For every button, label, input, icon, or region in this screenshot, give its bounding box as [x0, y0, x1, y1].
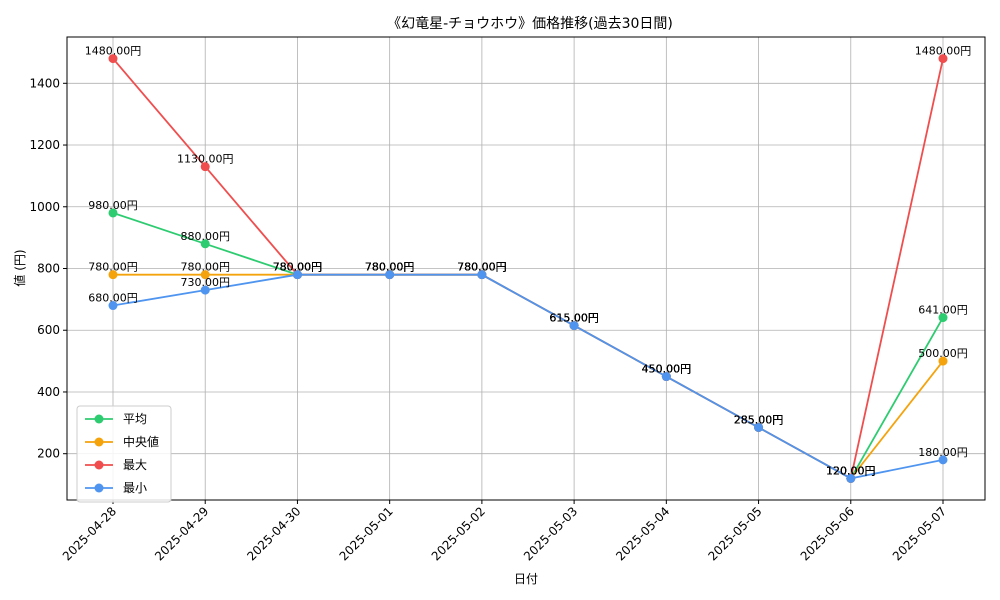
data-point	[200, 162, 210, 172]
data-point	[200, 270, 210, 280]
legend-label: 最小	[123, 481, 147, 495]
data-label: 780.00円	[273, 261, 323, 274]
x-tick-label: 2025-05-01	[337, 504, 396, 563]
y-tick-label: 800	[37, 262, 60, 276]
data-point	[108, 301, 118, 311]
data-label: 680.00円	[88, 292, 138, 305]
legend-marker	[94, 483, 104, 493]
legend-label: 平均	[123, 412, 147, 426]
data-point	[846, 473, 856, 483]
data-label: 780.00円	[457, 261, 507, 274]
data-label: 615.00円	[549, 312, 599, 325]
x-tick-label: 2025-05-05	[705, 504, 764, 563]
data-label: 780.00円	[457, 261, 507, 274]
data-label: 780.00円	[365, 261, 415, 274]
data-point	[385, 270, 395, 280]
data-point	[569, 321, 579, 331]
series-中央値	[108, 270, 948, 483]
data-label: 285.00円	[734, 413, 784, 426]
data-point	[200, 285, 210, 295]
legend-marker	[94, 414, 104, 424]
x-tick-label: 2025-04-29	[152, 504, 211, 563]
series-line	[113, 273, 944, 480]
chart-title: 《幻竜星-チョウホウ》価格推移(過去30日間)	[387, 15, 673, 32]
data-point	[754, 422, 764, 432]
data-label: 780.00円	[365, 261, 415, 274]
data-point	[938, 54, 948, 64]
data-label: 780.00円	[457, 261, 507, 274]
data-label: 285.00円	[734, 413, 784, 426]
data-point	[108, 54, 118, 64]
data-label: 780.00円	[365, 261, 415, 274]
data-point	[938, 356, 948, 366]
y-tick-label: 1200	[29, 138, 60, 152]
series-最小	[108, 270, 948, 483]
data-point	[108, 270, 118, 280]
data-label: 1480.00円	[915, 45, 972, 58]
data-label: 780.00円	[273, 261, 323, 274]
data-point	[108, 208, 118, 218]
grid	[67, 37, 985, 500]
x-tick-label: 2025-04-30	[244, 504, 303, 563]
y-tick-label: 200	[37, 447, 60, 461]
legend-box	[76, 405, 172, 503]
y-tick-label: 1000	[29, 200, 60, 214]
legend-label: 中央値	[123, 434, 159, 449]
legend-label: 最大	[123, 458, 147, 472]
y-axis-label: 値 (円)	[12, 249, 27, 286]
data-label: 120.00円	[826, 464, 876, 477]
data-labels: 980.00円 880.00円 780.00円 780.00円 780.00円 615.0…	[85, 45, 972, 478]
data-label: 615.00円	[549, 312, 599, 325]
y-tick-label: 400	[37, 385, 60, 399]
y-tick-label: 1400	[29, 76, 60, 90]
x-tick-label: 2025-04-28	[60, 504, 119, 563]
data-point	[938, 455, 948, 465]
data-label: 120.00円	[826, 464, 876, 477]
data-label: 780.00円	[365, 261, 415, 274]
data-label: 1130.00円	[177, 153, 234, 166]
series-line	[112, 273, 944, 480]
data-label: 500.00円	[918, 347, 968, 360]
data-point	[661, 372, 671, 382]
x-tick-label: 2025-05-03	[521, 504, 580, 563]
data-label: 780.00円	[457, 261, 507, 274]
data-label: 120.00円	[826, 464, 876, 477]
data-label: 880.00円	[180, 230, 230, 243]
y-tick-label: 600	[37, 323, 60, 337]
data-label: 450.00円	[642, 363, 692, 376]
data-label: 615.00円	[549, 312, 599, 325]
data-label: 780.00円	[180, 261, 230, 274]
data-point	[477, 270, 487, 280]
data-label: 285.00円	[734, 413, 784, 426]
data-label: 615.00円	[549, 312, 599, 325]
data-label: 450.00円	[642, 363, 692, 376]
series-平均	[108, 208, 948, 483]
data-point	[938, 313, 948, 323]
legend-marker	[94, 460, 104, 470]
data-label: 780.00円	[273, 261, 323, 274]
series-layer	[108, 54, 948, 483]
data-point	[292, 270, 302, 280]
x-tick-label: 2025-05-07	[890, 504, 949, 563]
series-line	[112, 212, 944, 480]
data-point	[200, 239, 210, 249]
x-tick-label: 2025-05-04	[613, 504, 672, 563]
data-label: 641.00円	[918, 304, 968, 317]
data-label: 1480.00円	[85, 45, 142, 58]
data-label: 180.00円	[918, 446, 968, 459]
data-label: 120.00円	[826, 464, 876, 477]
data-label: 980.00円	[88, 199, 138, 212]
x-tick-label: 2025-05-06	[798, 504, 857, 563]
data-label: 730.00円	[180, 276, 230, 289]
data-label: 450.00円	[642, 363, 692, 376]
legend-marker	[94, 437, 104, 447]
x-axis-label: 日付	[514, 572, 538, 586]
data-label: 780.00円	[273, 261, 323, 274]
data-label: 285.00円	[734, 413, 784, 426]
data-label: 450.00円	[642, 363, 692, 376]
data-label: 780.00円	[88, 261, 138, 274]
x-tick-label: 2025-05-02	[429, 504, 488, 563]
